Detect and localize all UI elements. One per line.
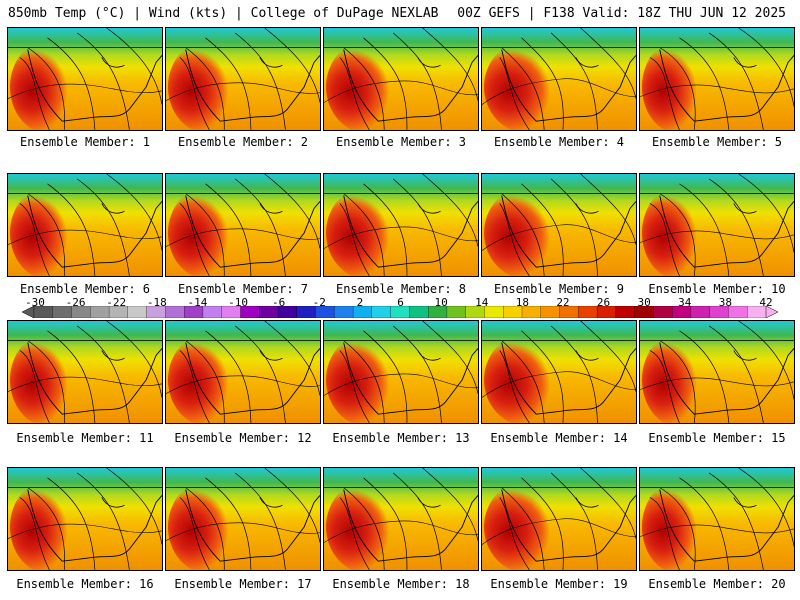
colorbar-swatch [690,306,711,318]
ensemble-member-caption-20: Ensemble Member: 20 [648,577,786,591]
colorbar-swatch [165,306,185,318]
temperature-colorbar [22,306,778,318]
ensemble-member-caption-1: Ensemble Member: 1 [19,135,151,149]
ensemble-member-caption-15: Ensemble Member: 15 [648,431,786,445]
ensemble-member-map-12 [165,320,321,424]
header-left: 850mb Temp (°C) | Wind (kts) | College o… [8,6,439,21]
colorbar-tick-label: -2 [312,296,326,309]
ensemble-member-map-15 [639,320,795,424]
ensemble-member-map-14 [481,320,637,424]
colorbar-tick-label: 26 [596,296,611,309]
colorbar-tick-label: 6 [397,296,404,309]
ensemble-member-caption-5: Ensemble Member: 5 [651,135,783,149]
colorbar-tick-label: -10 [228,296,248,309]
ensemble-member-map-8 [323,173,479,277]
ensemble-member-map-18 [323,467,479,571]
ensemble-member-caption-18: Ensemble Member: 18 [332,577,470,591]
ensemble-member-caption-2: Ensemble Member: 2 [177,135,309,149]
ensemble-member-caption-3: Ensemble Member: 3 [335,135,467,149]
ensemble-member-caption-7: Ensemble Member: 7 [177,282,309,296]
colorbar-swatch [578,306,598,318]
colorbar-tick-label: -26 [65,296,86,309]
colorbar-swatch [127,306,148,318]
colorbar-tick-label: -14 [187,296,208,309]
ensemble-member-map-1 [7,27,163,131]
colorbar-tick-label: 38 [718,296,732,309]
colorbar-tick-label: -30 [25,296,45,309]
ensemble-member-map-20 [639,467,795,571]
ensemble-member-caption-10: Ensemble Member: 10 [648,282,786,296]
ensemble-member-caption-9: Ensemble Member: 9 [493,282,625,296]
colorbar-swatch [334,306,354,318]
ensemble-member-map-3 [323,27,479,131]
ensemble-member-caption-13: Ensemble Member: 13 [332,431,470,445]
colorbar-tick-label: -18 [146,296,167,309]
ensemble-member-map-11 [7,320,163,424]
header-right: 00Z GEFS | F138 Valid: 18Z THU JUN 12 20… [457,6,786,21]
ensemble-member-caption-12: Ensemble Member: 12 [174,431,312,445]
ensemble-member-map-19 [481,467,637,571]
ensemble-member-map-9 [481,173,637,277]
ensemble-member-map-5 [639,27,795,131]
ensemble-member-map-16 [7,467,163,571]
ensemble-member-map-10 [639,173,795,277]
ensemble-member-map-4 [481,27,637,131]
colorbar-swatch [653,306,673,318]
colorbar-tick-label: 34 [678,296,692,309]
colorbar-swatch [371,306,392,318]
ensemble-member-caption-8: Ensemble Member: 8 [335,282,467,296]
ensemble-member-map-2 [165,27,321,131]
colorbar-swatch [615,306,636,318]
colorbar-tick-label: -22 [106,296,127,309]
colorbar-tick-label: 22 [556,296,570,309]
colorbar-tick-label: -6 [272,296,286,309]
ensemble-member-caption-4: Ensemble Member: 4 [493,135,625,149]
ensemble-member-caption-17: Ensemble Member: 17 [174,577,312,591]
colorbar-tick-label: 18 [515,296,529,309]
colorbar-tick-label: 14 [475,296,489,309]
ensemble-member-map-7 [165,173,321,277]
colorbar-tick-label: 2 [356,296,364,309]
ensemble-member-caption-11: Ensemble Member: 11 [16,431,154,445]
colorbar-tick-label: 10 [434,296,448,309]
ensemble-member-map-17 [165,467,321,571]
ensemble-member-caption-6: Ensemble Member: 6 [19,282,151,296]
ensemble-member-map-6 [7,173,163,277]
colorbar-tick-label: 30 [637,296,651,309]
ensemble-member-caption-16: Ensemble Member: 16 [16,577,154,591]
ensemble-member-caption-14: Ensemble Member: 14 [490,431,628,445]
colorbar-swatch [446,306,467,318]
colorbar-tick-label: 42 [759,296,773,309]
ensemble-member-map-13 [323,320,479,424]
colorbar-swatch [409,306,429,318]
ensemble-member-caption-19: Ensemble Member: 19 [490,577,628,591]
